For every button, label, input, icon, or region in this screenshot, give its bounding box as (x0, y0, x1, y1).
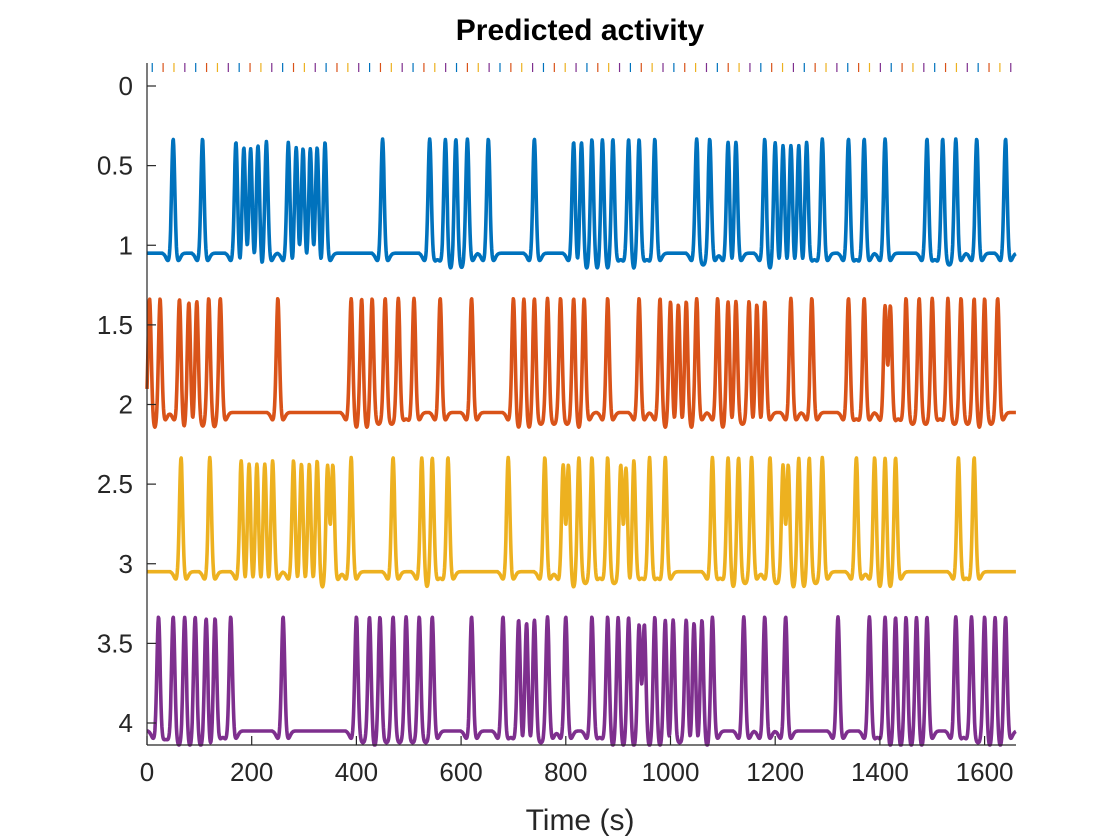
series-line-2 (145, 296, 1018, 429)
chart-title: Predicted activity (456, 14, 705, 47)
event-raster (151, 63, 1012, 72)
x-tick-label: 1000 (642, 757, 700, 787)
series-line-3 (145, 455, 1018, 589)
y-tick-label: 2.5 (97, 469, 133, 499)
x-axis-title: Time (s) (526, 804, 635, 837)
x-tick-label: 1600 (956, 757, 1014, 787)
y-tick-label: 0.5 (97, 151, 133, 181)
series-line-1 (145, 137, 1018, 270)
x-tick-label: 1400 (851, 757, 909, 787)
x-tick-label: 1200 (746, 757, 804, 787)
y-tick-label: 3.5 (97, 628, 133, 658)
y-tick-label: 4 (119, 708, 133, 738)
y-tick-label: 3 (119, 549, 133, 579)
series-line-4 (145, 615, 1018, 747)
y-tick-label: 1 (119, 230, 133, 260)
x-tick-label: 0 (140, 757, 154, 787)
y-tick-label: 0 (119, 71, 133, 101)
x-tick-label: 400 (335, 757, 378, 787)
y-tick-label: 2 (119, 390, 133, 420)
axes: 0 200 400 600 800 1000 1200 1400 1600 0 0.5 1 1.5 2 2.… (97, 63, 1016, 787)
series-layer (145, 137, 1018, 747)
y-tick-label: 1.5 (97, 310, 133, 340)
x-tick-label: 800 (544, 757, 587, 787)
x-tick-label: 200 (230, 757, 273, 787)
x-tick-label: 600 (439, 757, 482, 787)
